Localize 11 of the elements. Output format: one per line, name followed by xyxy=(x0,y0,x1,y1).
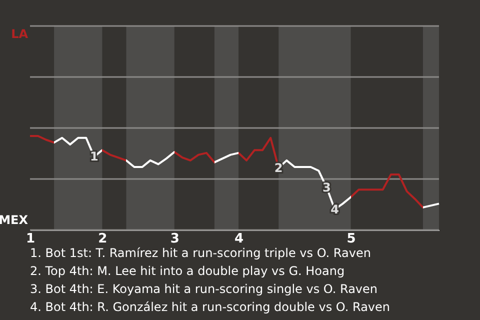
text: LA xyxy=(11,27,29,41)
x-tick-label: 3 xyxy=(170,232,180,246)
text: 3. Bot 4th: E. Koyama hit a run-scoring single vs O. Raven xyxy=(30,282,378,296)
x-tick-label: 5 xyxy=(346,232,356,246)
x-tick-label: 1 xyxy=(26,232,36,246)
text: 4. Bot 4th: R. González hit a run-scoring double vs O. Raven xyxy=(30,300,390,314)
x-tick-label: 2 xyxy=(98,232,108,246)
x-tick-label: 4 xyxy=(234,232,244,246)
text: MEX xyxy=(0,213,29,227)
text: 2. Top 4th: M. Lee hit into a double play vs G. Hoang xyxy=(30,264,345,278)
text: 1. Bot 1st: T. Ramírez hit a run-scoring triple vs O. Raven xyxy=(30,246,371,260)
